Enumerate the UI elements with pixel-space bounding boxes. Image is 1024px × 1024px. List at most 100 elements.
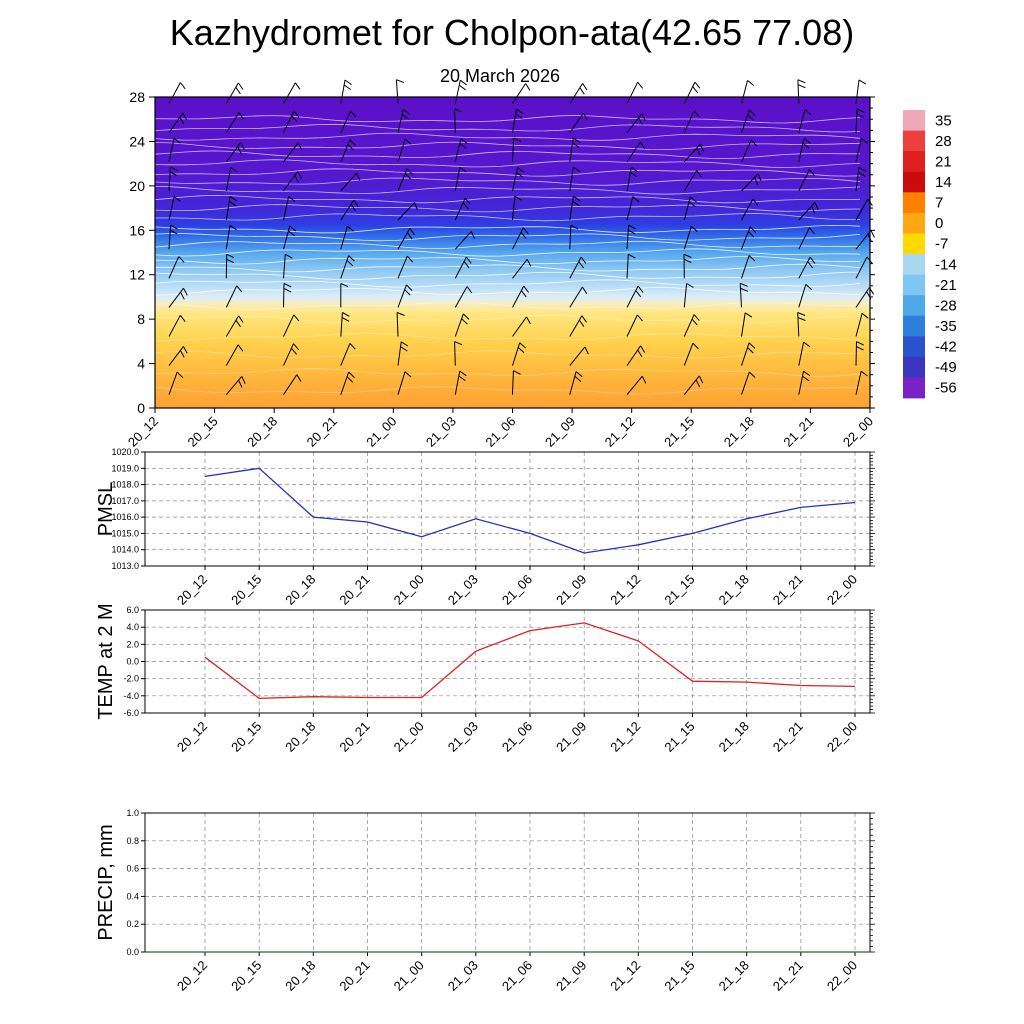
wind-barb-feather: [237, 344, 244, 352]
wind-barb: [512, 109, 517, 133]
wind-barb-feather: [858, 166, 867, 172]
wind-barb-feather: [861, 312, 869, 319]
wind-barb-feather: [294, 82, 301, 90]
wind-barb: [512, 196, 516, 221]
wind-barb-feather: [809, 256, 816, 264]
gridlines: [145, 813, 870, 952]
wind-barb-feather: [229, 224, 237, 231]
wind-barb: [569, 196, 574, 221]
wind-barb: [683, 196, 691, 221]
x-tick-label: 21_03: [423, 414, 459, 450]
wind-barb-feather: [513, 137, 522, 143]
wind-barb: [454, 197, 466, 221]
wind-barb-feather: [632, 196, 640, 203]
wind-barb-feather: [348, 371, 355, 378]
contour-line: [154, 150, 860, 160]
x-tick-label: 21_06: [482, 414, 518, 450]
wind-barb-feather: [683, 253, 692, 258]
wind-barb-feather: [240, 142, 245, 150]
wind-barb-feather: [570, 224, 579, 230]
x-tick-label: 20_15: [228, 958, 264, 994]
wind-barb: [512, 83, 527, 104]
x-tick-label: 21_00: [363, 414, 399, 450]
wind-barb-feather: [402, 109, 411, 115]
wind-barb: [741, 226, 751, 250]
wind-barb: [397, 109, 404, 133]
wind-barb: [512, 258, 528, 279]
wind-barb-feather: [294, 175, 300, 183]
y-tick-label: 12: [129, 267, 145, 283]
wind-barb-feather: [803, 341, 811, 348]
wind-barb: [512, 137, 515, 162]
wind-barb-feather: [861, 138, 869, 144]
y-tick-label: 16: [129, 222, 145, 238]
y-tick-label: 4.0: [126, 622, 139, 632]
contour-line: [155, 263, 861, 273]
contour-line: [154, 287, 861, 296]
wind-barb-feather: [407, 232, 413, 240]
x-tick-label: 20_21: [304, 414, 340, 450]
contour-line: [154, 279, 861, 288]
wind-barb: [683, 81, 696, 104]
wind-barb-feather: [573, 166, 581, 173]
x-tick-label: 20_15: [228, 719, 264, 755]
x-tick-label: 20_12: [174, 572, 210, 608]
wind-barb-feather: [635, 290, 642, 298]
wind-barb: [397, 228, 411, 250]
wind-barb-feather: [814, 202, 819, 210]
wind-barb-feather: [180, 291, 185, 300]
wind-barb: [569, 286, 583, 308]
colorbar-segment: [903, 233, 925, 255]
wind-barb-feather: [470, 231, 475, 239]
wind-barb-feather: [291, 115, 298, 123]
wind-barb-feather: [747, 231, 755, 238]
wind-barb-feather: [396, 312, 405, 316]
wind-barb-feather: [347, 143, 354, 151]
wind-barb-feather: [404, 289, 411, 296]
wind-barb-feather: [349, 139, 356, 146]
wind-barb-feather: [409, 228, 416, 236]
wind-barb: [395, 79, 399, 104]
wind-barb-feather: [637, 285, 644, 293]
colorbar-label: -21: [935, 277, 957, 294]
wind-barb-feather: [627, 229, 636, 235]
wind-barb-feather: [692, 86, 699, 94]
wind-barb: [454, 256, 467, 279]
wind-barb: [626, 81, 639, 104]
colorbar: 35 28 21 14 7 0 -7 -14 -21 -28 -35 -42 -49 -56: [903, 110, 957, 399]
wind-barb-feather: [173, 196, 181, 202]
contour-line: [154, 177, 861, 186]
x-tick-label: 21_06: [499, 719, 535, 755]
wind-barb-feather: [809, 227, 815, 235]
y-tick-label: 28: [129, 89, 145, 105]
wind-barb: [741, 80, 748, 104]
wind-barb: [626, 196, 634, 221]
wind-barb-feather: [797, 317, 806, 321]
wind-barb-feather: [856, 346, 864, 351]
wind-barb: [683, 343, 694, 366]
wind-barb-feather: [641, 375, 647, 384]
contour-line: [154, 213, 861, 222]
wind-barb: [741, 342, 750, 366]
colorbar-segment: [903, 192, 925, 214]
wind-barb-feather: [858, 79, 867, 85]
precip-frame: [144, 812, 871, 953]
wind-barb: [626, 225, 630, 250]
wind-barb: [512, 285, 525, 308]
wind-barb-feather: [572, 200, 580, 207]
contour-line: [155, 332, 861, 342]
x-tick-label: 21_21: [770, 958, 806, 994]
wind-barb: [626, 314, 638, 337]
wind-barb-feather: [404, 371, 412, 378]
x-tick-label: 21_15: [661, 414, 697, 450]
wind-barb: [225, 196, 231, 221]
y-tick-label: 8: [137, 311, 145, 327]
colorbar-label: 14: [935, 174, 952, 191]
wind-barb-feather: [459, 79, 468, 86]
wind-barb-feather: [579, 87, 585, 95]
wind-barb-feather: [639, 141, 646, 150]
wind-barb: [168, 138, 175, 163]
wind-barb: [225, 82, 239, 104]
colorbar-label: -28: [935, 297, 957, 314]
wind-barb-feather: [400, 341, 409, 347]
